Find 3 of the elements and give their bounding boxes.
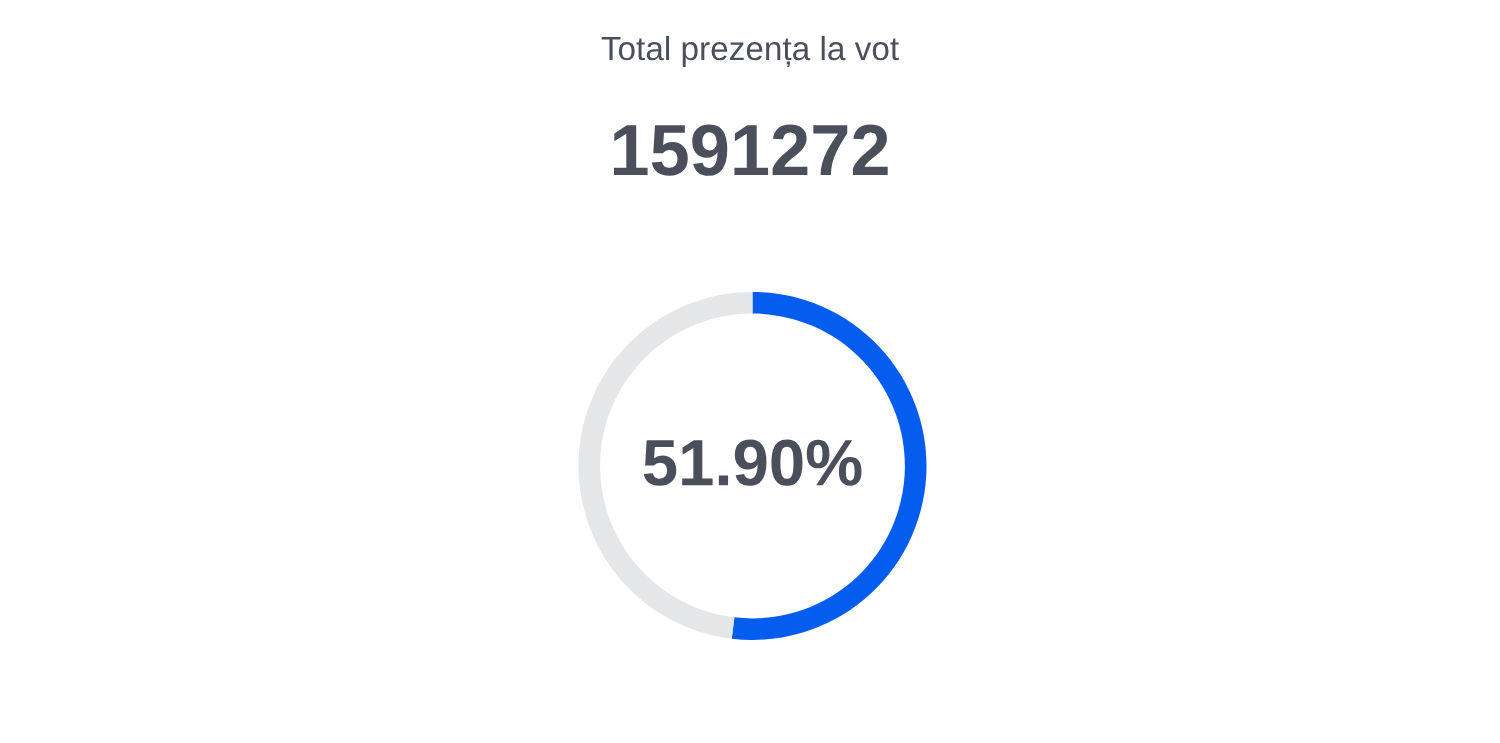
text: 51.90%: [643, 439, 862, 486]
chart-title: Total prezența la vot: [601, 35, 899, 68]
chart-subtitle: 1591272: [613, 124, 888, 176]
